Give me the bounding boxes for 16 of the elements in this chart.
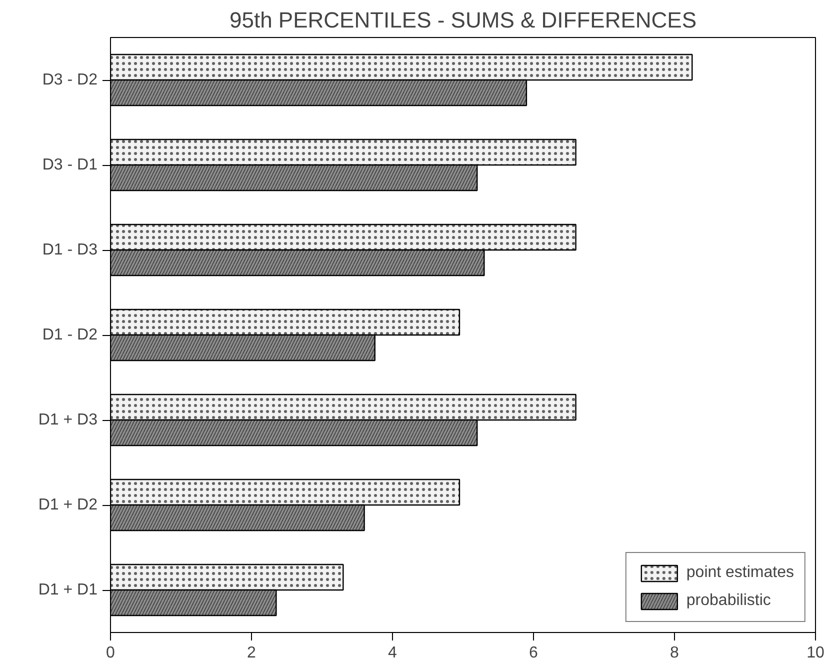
- x-tick-label: 8: [670, 644, 680, 662]
- legend-label: probabilistic: [686, 592, 771, 610]
- x-tick-label: 10: [806, 644, 824, 662]
- x-tick-label: 0: [106, 644, 116, 662]
- y-tick-label: D1 + D3: [38, 412, 98, 428]
- x-tick-label: 4: [388, 644, 398, 662]
- x-tick-label: 6: [529, 644, 538, 662]
- y-tick-label: D1 - D2: [42, 326, 98, 344]
- y-tick-label: D1 + D1: [38, 582, 98, 598]
- chart-title: 95th PERCENTILES - SUMS & DIFFERENCES: [230, 8, 696, 32]
- y-tick-label: D1 - D3: [42, 242, 98, 258]
- y-tick-label: D3 - D2: [42, 72, 98, 88]
- x-tick-label: 2: [247, 644, 256, 662]
- y-tick-label: D3 - D1: [42, 156, 98, 174]
- legend-label: point estimates: [686, 564, 794, 582]
- y-tick-label: D1 + D2: [38, 496, 98, 514]
